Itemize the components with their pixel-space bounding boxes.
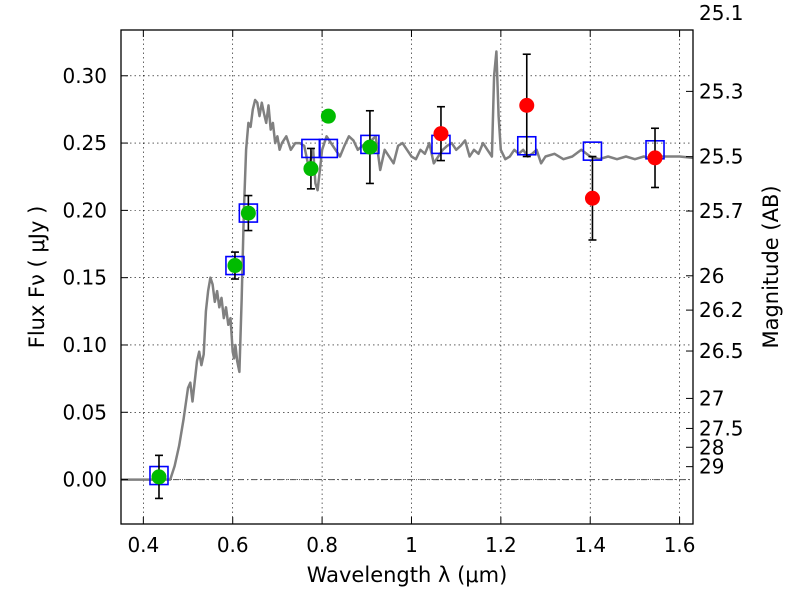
data-point-red xyxy=(647,150,663,166)
y-axis-label: Flux Fν ( μJy ) xyxy=(25,206,49,349)
data-point-green xyxy=(227,258,243,274)
data-point-red xyxy=(584,190,600,206)
model-box xyxy=(318,138,339,159)
right-tick-label: 27 xyxy=(699,386,724,410)
x-tick-label: 0.4 xyxy=(127,533,159,557)
data-point-green xyxy=(362,139,378,155)
data-point-green xyxy=(303,161,319,177)
grid xyxy=(121,30,693,524)
data-point-red xyxy=(519,97,535,113)
y-tick-label: 0.30 xyxy=(62,64,107,88)
right-axis-label: Magnitude (AB) xyxy=(759,185,783,348)
data-point-red xyxy=(433,126,449,142)
data-point-green xyxy=(240,205,256,221)
y-tick-label: 0.05 xyxy=(62,400,107,424)
right-tick-label: 26 xyxy=(699,264,724,288)
y-tick-label: 0.00 xyxy=(62,468,107,492)
right-tick-label: 26.5 xyxy=(699,339,744,363)
right-tick-label: 29 xyxy=(699,455,724,479)
data-point-green xyxy=(151,469,167,485)
x-axis-label: Wavelength λ (μm) xyxy=(307,563,508,587)
data-point-green xyxy=(320,108,336,124)
x-tick-label: 1.2 xyxy=(485,533,517,557)
model-spectrum-line xyxy=(121,50,694,481)
x-axis-ticks: 0.4 0.6 0.8 1 1.2 1.4 1.6 xyxy=(127,30,696,557)
y-tick-label: 0.15 xyxy=(62,266,107,290)
right-tick-label: 28 xyxy=(699,435,724,459)
y-axis-ticks: 0.00 0.05 0.10 0.15 0.20 0.25 0.30 xyxy=(62,64,128,492)
right-tick-label: 25.1 xyxy=(699,1,744,25)
x-tick-label: 0.6 xyxy=(217,533,249,557)
x-tick-label: 1 xyxy=(405,533,418,557)
right-tick-label: 25.5 xyxy=(699,145,744,169)
right-tick-label: 26.2 xyxy=(699,298,744,322)
plot-frame xyxy=(120,29,694,525)
x-tick-label: 1.6 xyxy=(664,533,696,557)
y-tick-label: 0.20 xyxy=(62,198,107,222)
x-tick-label: 1.4 xyxy=(574,533,606,557)
y-tick-label: 0.25 xyxy=(62,131,107,155)
right-tick-label: 25.3 xyxy=(699,79,744,103)
x-tick-label: 0.8 xyxy=(306,533,338,557)
right-tick-label: 27.5 xyxy=(699,416,744,440)
y-tick-label: 0.10 xyxy=(62,333,107,357)
observed-photometry-points xyxy=(151,53,663,500)
right-tick-label: 25.7 xyxy=(699,199,744,223)
